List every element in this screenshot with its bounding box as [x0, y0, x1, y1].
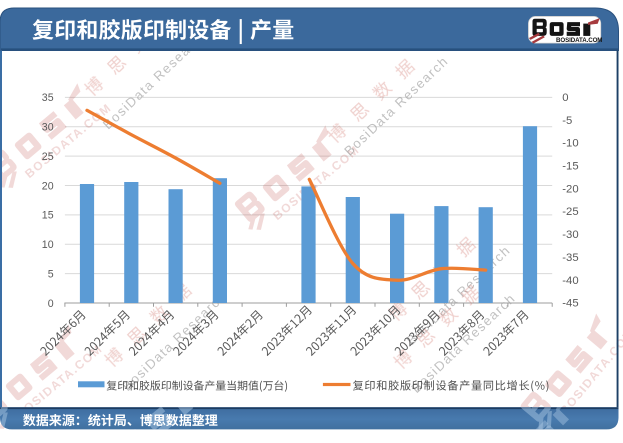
svg-text:-5: -5: [562, 115, 572, 127]
svg-text:10: 10: [42, 239, 54, 251]
svg-text:35: 35: [42, 92, 54, 104]
svg-text:30: 30: [42, 122, 54, 134]
svg-text:-25: -25: [562, 206, 578, 218]
svg-text:0: 0: [48, 298, 54, 310]
svg-text:-40: -40: [562, 275, 578, 287]
svg-text:15: 15: [42, 210, 54, 222]
svg-text:-20: -20: [562, 183, 578, 195]
svg-text:0: 0: [562, 92, 568, 104]
svg-text:-10: -10: [562, 138, 578, 150]
svg-text:25: 25: [42, 151, 54, 163]
svg-text:-15: -15: [562, 161, 578, 173]
svg-text:20: 20: [42, 180, 54, 192]
svg-text:-35: -35: [562, 252, 578, 264]
svg-text:-45: -45: [562, 298, 578, 310]
svg-text:5: 5: [48, 269, 54, 281]
svg-text:-30: -30: [562, 229, 578, 241]
